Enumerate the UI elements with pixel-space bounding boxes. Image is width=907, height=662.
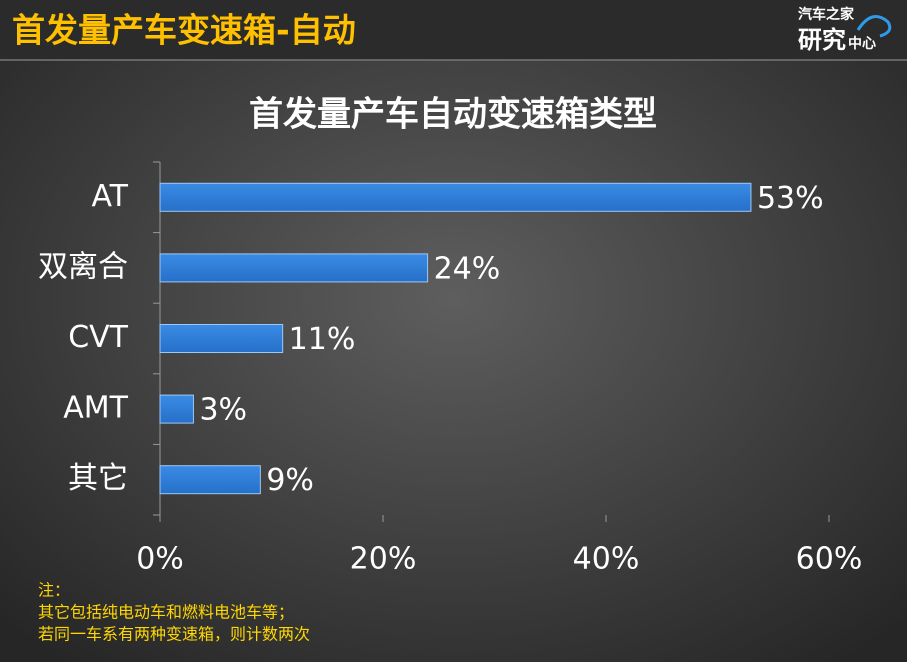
note: 注：: [38, 581, 70, 600]
x-tick-label: 0%: [136, 542, 184, 577]
y-tick-label: AMT: [63, 391, 128, 426]
y-tick-label: CVT: [68, 320, 128, 355]
note: 其它包括纯电动车和燃料电池车等；: [38, 603, 294, 622]
logo-swoosh: [856, 15, 892, 38]
bar: [159, 394, 194, 424]
value-label: 9%: [266, 463, 314, 498]
value-label: 53%: [757, 181, 824, 216]
header-band: [0, 0, 907, 60]
x-tick-label: 40%: [573, 542, 640, 577]
y-tick-label: 其它: [68, 461, 128, 496]
bar: [159, 182, 752, 212]
note: 若同一车系有两种变速箱，则计数两次: [38, 625, 310, 644]
chart-title: 首发量产车自动变速箱类型: [249, 95, 657, 135]
bar: [159, 253, 429, 283]
logo-text: 汽车之家: [798, 6, 855, 23]
bar: [159, 465, 261, 495]
value-label: 3%: [199, 393, 247, 428]
y-tick-label: AT: [91, 179, 128, 214]
logo-text: 研究: [798, 26, 846, 54]
value-label: 11%: [289, 322, 356, 357]
header-title: 首发量产车变速箱-自动: [12, 11, 356, 50]
x-tick-label: 20%: [350, 542, 417, 577]
x-tick-label: 60%: [796, 542, 863, 577]
bar: [159, 324, 284, 353]
value-label: 24%: [434, 251, 501, 286]
y-tick-label: 双离合: [38, 249, 128, 284]
logo-text: 中心: [848, 35, 876, 52]
